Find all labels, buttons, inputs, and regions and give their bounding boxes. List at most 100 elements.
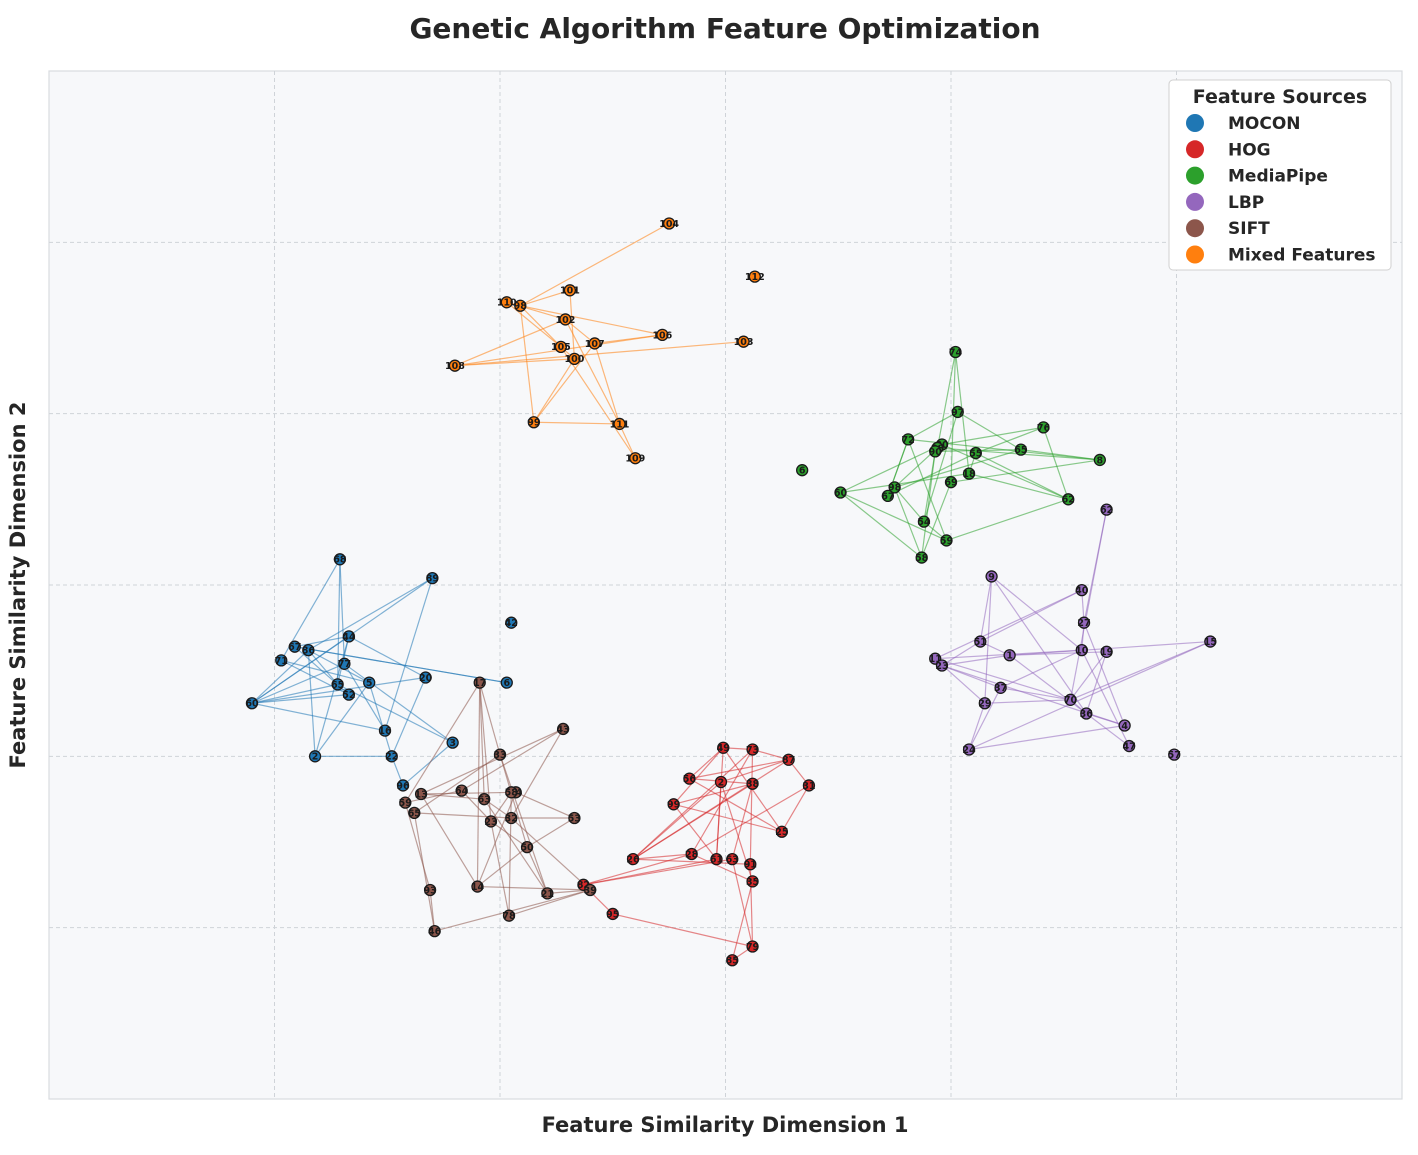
- hog-edge: [720, 759, 789, 783]
- hog-edge: [632, 781, 722, 860]
- mediapipe-point: 55: [969, 446, 982, 460]
- mocon-edge: [368, 682, 393, 757]
- mediapipe-point-label: 59: [940, 536, 953, 547]
- mixed-features-point-label: 104: [659, 219, 679, 230]
- mediapipe-marker: [1014, 443, 1028, 456]
- mediapipe-edge: [1042, 427, 1069, 500]
- lbp-marker: [1122, 739, 1136, 753]
- mocon-marker: [385, 750, 398, 763]
- sift-point-label: 53: [568, 813, 581, 824]
- mediapipe-point: 97: [951, 405, 964, 419]
- mocon-point: 67: [288, 640, 301, 653]
- sift-point: 46: [428, 924, 442, 937]
- hog-edge: [715, 781, 722, 860]
- mediapipe-edge: [840, 492, 923, 559]
- sift-marker: [423, 883, 437, 897]
- mediapipe-edge: [950, 459, 1100, 483]
- hog-edge: [731, 881, 754, 961]
- lbp-point: 9: [985, 570, 998, 583]
- mediapipe-marker: [951, 405, 964, 419]
- lbp-edge: [1085, 713, 1130, 747]
- lbp-edge: [968, 724, 1125, 751]
- lbp-edge: [979, 576, 993, 642]
- mixed-features-marker: [448, 359, 462, 372]
- sift-marker: [493, 748, 507, 761]
- lbp-point: 36: [1080, 707, 1093, 720]
- hog-point: 99: [667, 798, 680, 811]
- mixed-features-point: 109: [625, 452, 645, 465]
- lbp-point: 51: [974, 635, 987, 648]
- mocon-marker: [396, 779, 410, 792]
- mixed-features-marker: [500, 296, 513, 309]
- lbp-edge: [934, 589, 1083, 660]
- sift-edge: [476, 682, 481, 887]
- sift-marker: [455, 784, 468, 797]
- legend-items: MOCON HOG MediaPipe LBP SIFT Mixed Features: [1186, 114, 1376, 266]
- hog-point-label: 95: [606, 909, 619, 920]
- mocon-point-label: 22: [385, 752, 398, 763]
- hog-point: 79: [746, 940, 759, 953]
- mocon-point-label: 71: [275, 656, 288, 667]
- sift-edge: [508, 889, 591, 917]
- mocon-marker: [338, 657, 351, 670]
- hog-edge: [632, 783, 753, 860]
- lbp-edge: [1000, 649, 1083, 689]
- lbp-point: 57: [1168, 748, 1181, 761]
- mediapipe-point: 72: [902, 433, 915, 446]
- hog-edge: [749, 749, 754, 865]
- mocon-marker: [342, 630, 356, 643]
- hog-point-label: 56: [683, 774, 697, 785]
- hog-edge: [673, 803, 717, 860]
- sift-edge: [434, 889, 591, 932]
- mixed-features-edge: [565, 318, 596, 344]
- mocon-point: 77: [338, 657, 351, 670]
- hog-marker: [746, 940, 759, 953]
- mixed-features-edge: [519, 305, 562, 348]
- hog-marker: [626, 852, 640, 866]
- sift-edge: [479, 682, 501, 755]
- mocon-point-label: 52: [342, 690, 355, 701]
- lbp-edge: [984, 699, 1071, 704]
- mediapipe-marker: [944, 476, 958, 489]
- mediapipe-marker: [1037, 421, 1050, 434]
- mocon-edge: [251, 663, 345, 704]
- sift-point-label: 93: [423, 885, 436, 896]
- lbp-point-label: 37: [994, 683, 1007, 694]
- lbp-point-label: 23: [935, 661, 948, 672]
- sift-point: 32: [505, 811, 518, 824]
- sift-edge: [499, 754, 548, 894]
- mocon-marker: [288, 640, 301, 653]
- legend-marker: [1186, 245, 1204, 264]
- hog-point: 61: [710, 852, 723, 866]
- sift-point-label: 39: [584, 885, 597, 896]
- mocon-point: 44: [342, 630, 356, 643]
- sift-edge: [421, 791, 516, 795]
- mocon-marker: [378, 724, 392, 737]
- lbp-edge: [941, 641, 981, 667]
- mocon-point: 52: [342, 688, 356, 701]
- sift-edge: [476, 792, 517, 887]
- mixed-features-marker: [662, 217, 676, 230]
- lbp-edge: [1009, 651, 1107, 656]
- lbp-marker: [985, 570, 998, 583]
- hog-point-label: 82: [577, 880, 590, 891]
- sift-edge: [413, 812, 436, 932]
- mixed-features-marker: [568, 352, 581, 365]
- mediapipe-edge: [950, 351, 957, 483]
- mediapipe-marker: [1062, 493, 1075, 506]
- sift-edge: [499, 754, 528, 848]
- lbp-marker: [1100, 645, 1113, 658]
- mocon-marker: [333, 553, 347, 566]
- mixed-features-point: 108: [445, 359, 465, 372]
- sift-point-label: 78: [502, 911, 516, 922]
- mixed-features-point: 103: [734, 335, 753, 348]
- hog-edge: [752, 748, 789, 761]
- mocon-point: 65: [331, 678, 344, 691]
- sift-edge: [404, 802, 431, 891]
- mediapipe-point-label: 98: [888, 483, 902, 494]
- lbp-point: 10: [1075, 643, 1089, 657]
- mixed-features-point-label: 102: [555, 315, 575, 326]
- legend-marker: [1186, 140, 1204, 159]
- mediapipe-marker: [969, 446, 982, 460]
- lbp-edge: [1083, 622, 1126, 726]
